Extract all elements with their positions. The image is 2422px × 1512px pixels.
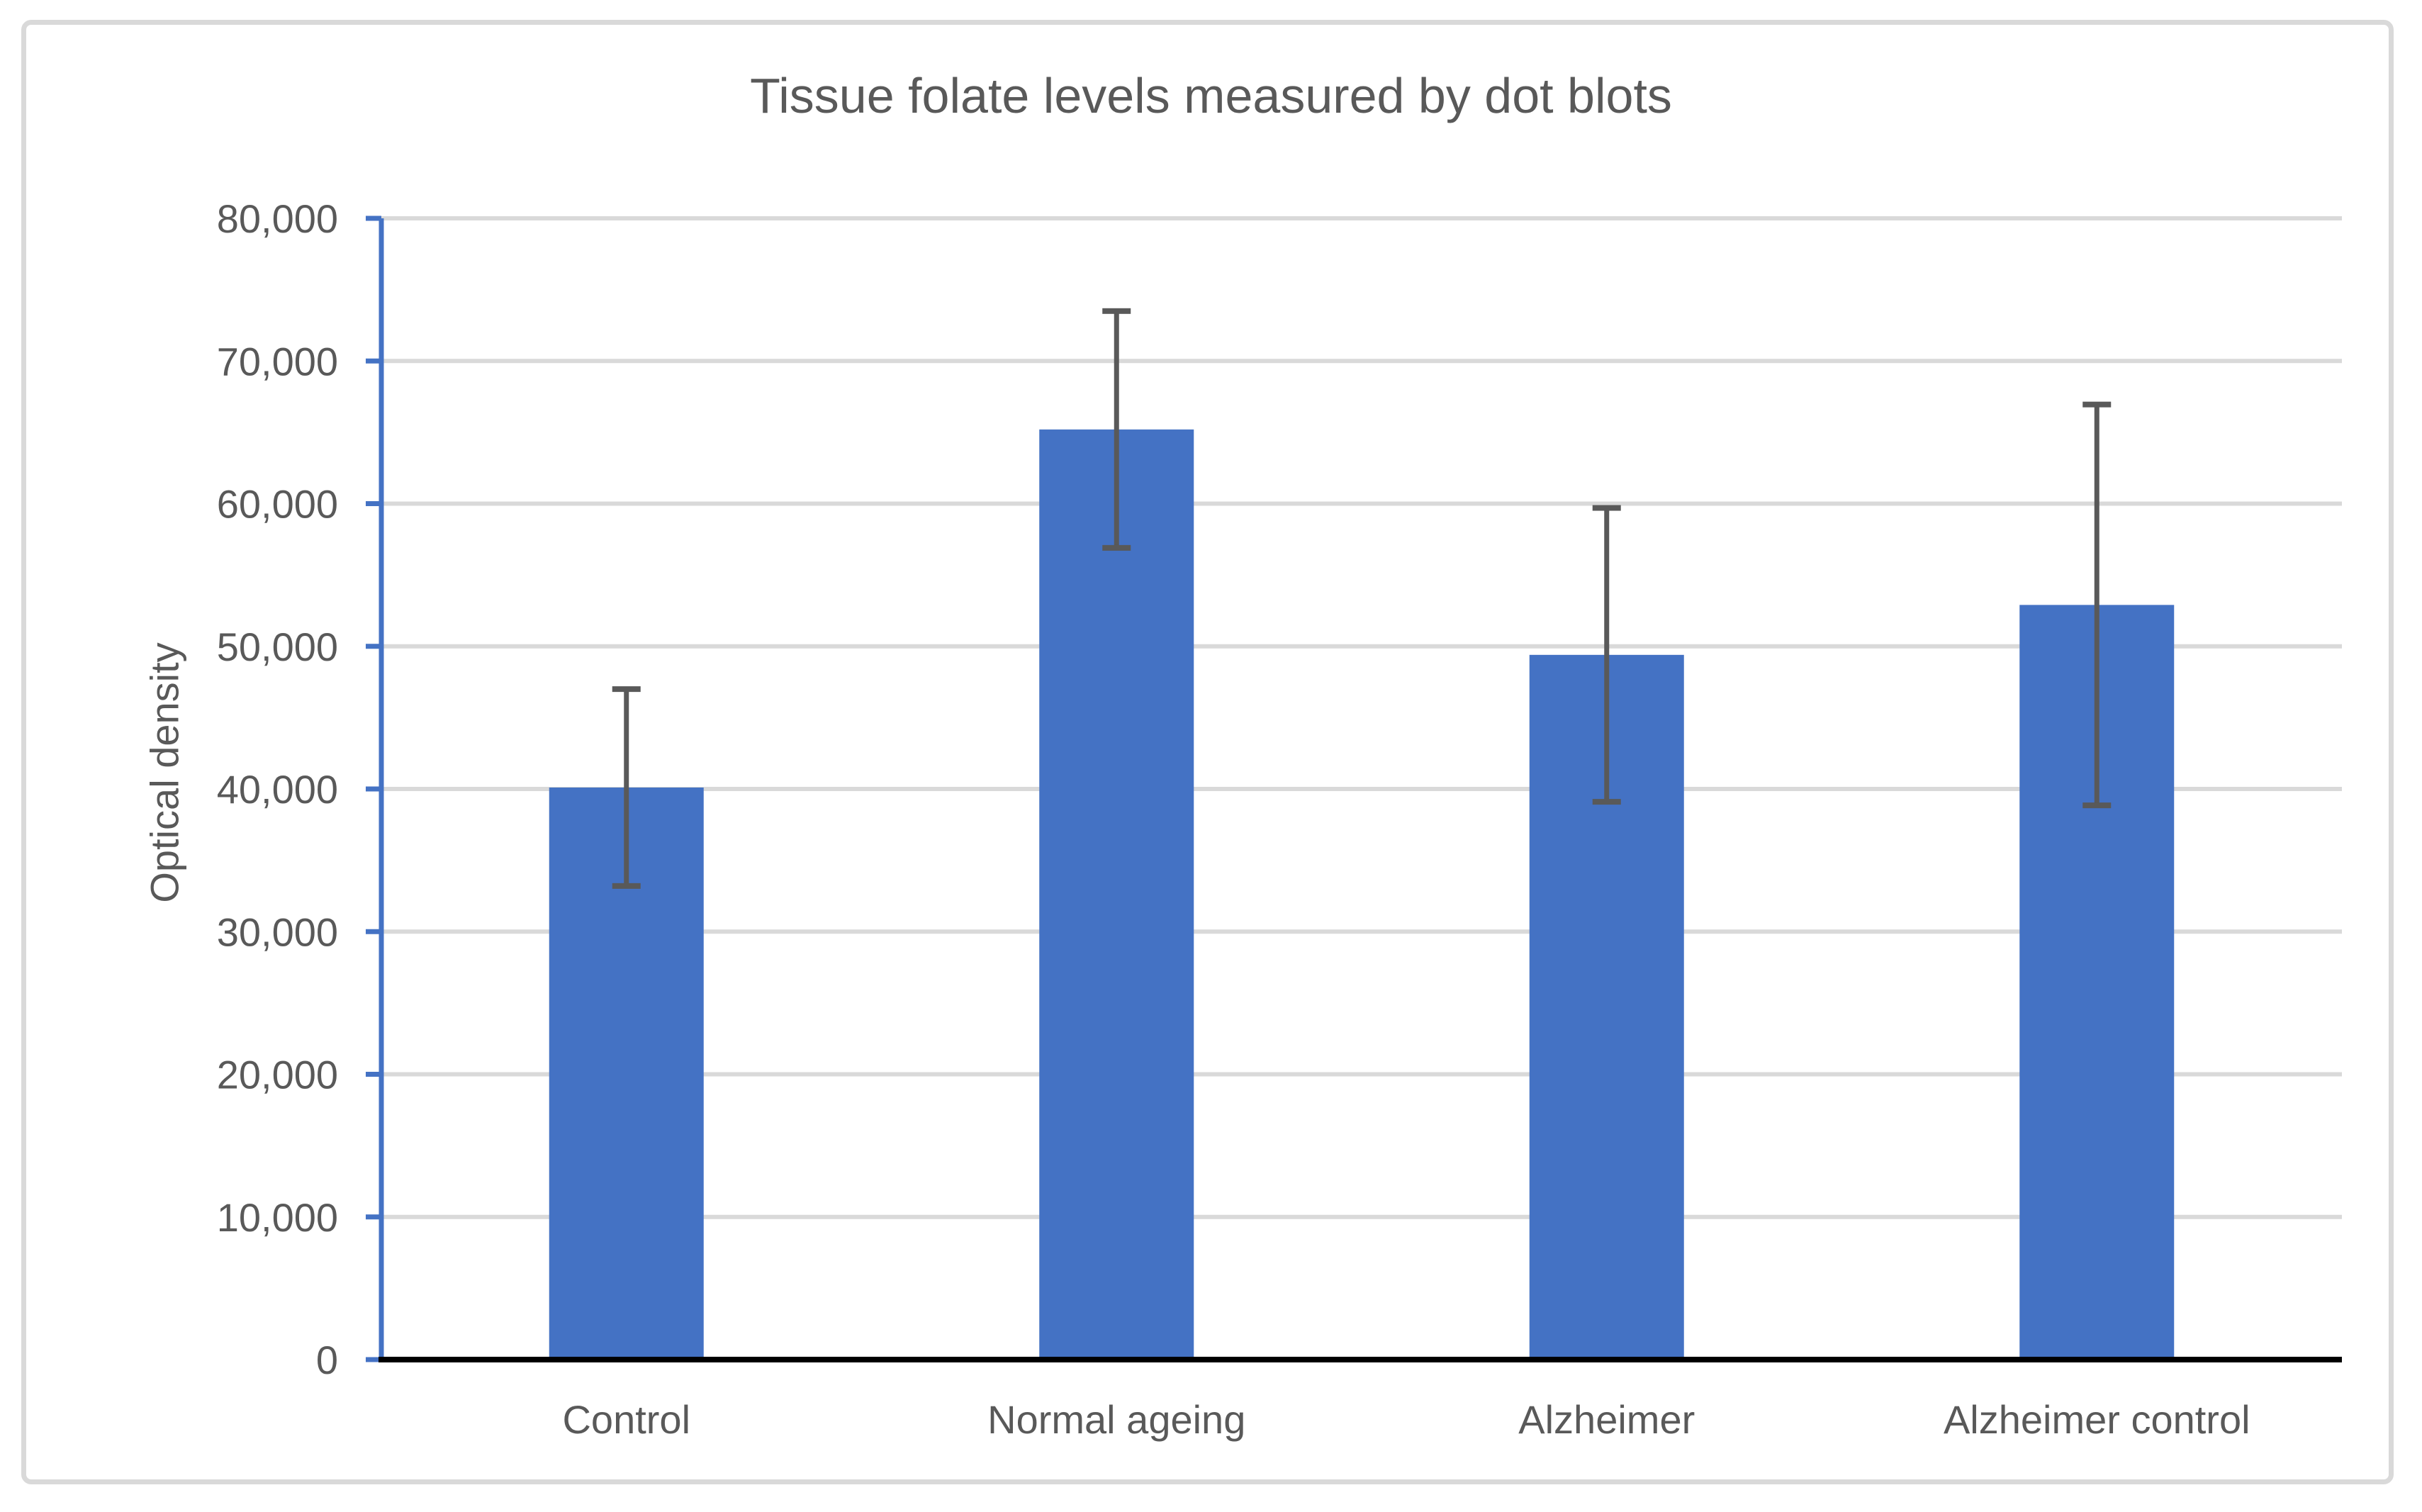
- error-bar-cap-bottom: [1102, 544, 1131, 551]
- error-bar-cap-top: [1102, 308, 1131, 314]
- y-tick-label: 0: [316, 1338, 338, 1382]
- error-bar-cap-bottom: [2082, 802, 2112, 809]
- y-tick-label: 80,000: [217, 196, 338, 241]
- chart-title: Tissue folate levels measured by dot blo…: [750, 68, 1672, 123]
- x-category-label: Control: [562, 1397, 690, 1442]
- x-category-label: Alzheimer: [1518, 1397, 1695, 1442]
- error-bar-cap-bottom: [612, 883, 641, 889]
- y-tick-label: 50,000: [217, 625, 338, 669]
- error-bar-cap-top: [1592, 505, 1621, 511]
- error-bar-cap-top: [612, 686, 641, 693]
- y-tick-label: 70,000: [217, 339, 338, 383]
- x-category-label: Alzheimer control: [1944, 1397, 2250, 1442]
- error-bar-cap-top: [2082, 401, 2112, 408]
- x-category-label: Normal ageing: [987, 1397, 1245, 1442]
- chart-frame: [21, 20, 2394, 1484]
- y-tick-label: 30,000: [217, 909, 338, 954]
- y-tick-label: 60,000: [217, 482, 338, 527]
- bar: [1039, 429, 1194, 1360]
- error-bar-cap-bottom: [1592, 799, 1621, 805]
- y-tick-label: 40,000: [217, 767, 338, 812]
- y-axis-title: Optical density: [142, 642, 187, 902]
- y-tick-label: 10,000: [217, 1195, 338, 1240]
- y-tick-label: 20,000: [217, 1053, 338, 1097]
